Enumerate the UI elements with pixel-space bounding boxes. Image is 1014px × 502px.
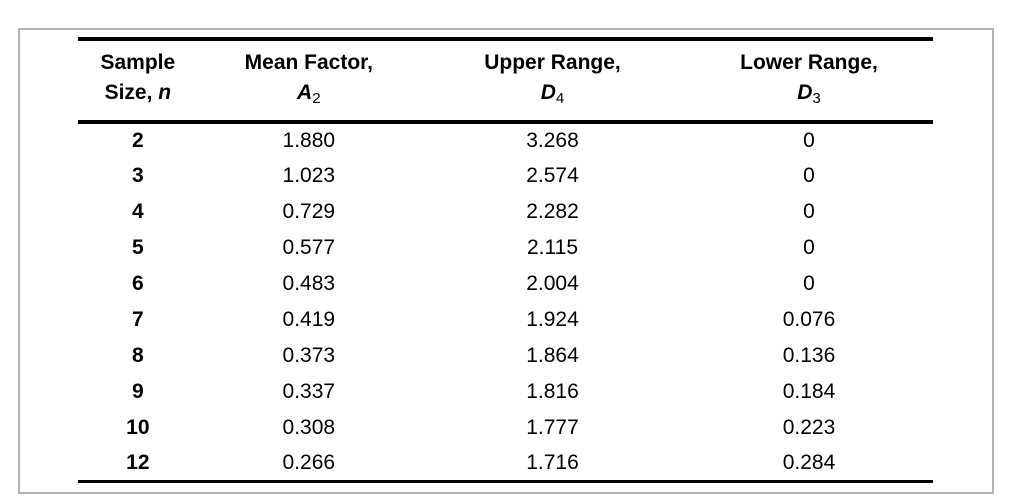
header-line2: A2 <box>297 81 321 107</box>
cell-lower-range: 0.076 <box>782 307 836 331</box>
cell-sample-size: 7 <box>132 307 144 331</box>
variable-d3: D <box>797 81 813 104</box>
col-header-sample-size: Sample Size, n <box>78 37 198 124</box>
table-row: 8 0.373 1.864 0.136 <box>78 338 933 374</box>
cell-mean-factor: 0.337 <box>282 379 336 403</box>
cell-sample-size: 12 <box>78 445 198 484</box>
col-header-mean-factor: Mean Factor, A2 <box>197 37 420 124</box>
cell-lower-range: 0 <box>803 235 815 259</box>
cell-mean-factor: 1.880 <box>282 128 336 152</box>
cell-mean-factor: 0.308 <box>282 415 336 439</box>
cell-lower-range: 0.184 <box>782 379 836 403</box>
cell-lower-range: 0 <box>803 128 815 152</box>
cell-upper-range: 3.268 <box>526 128 579 152</box>
cell-lower-range: 0.284 <box>685 445 933 484</box>
cell-upper-range: 2.115 <box>527 235 578 259</box>
cell-sample-size: 10 <box>126 415 150 439</box>
cell-mean-factor: 0.729 <box>282 199 336 223</box>
col-header-upper-range: Upper Range, D4 <box>419 37 686 124</box>
control-chart-factors-table: Sample Size, n Mean Factor, A2 Upper Ran… <box>78 37 933 484</box>
cell-sample-size: 6 <box>132 271 144 295</box>
cell-sample-size: 4 <box>132 199 144 223</box>
header-line1: Sample <box>100 51 176 74</box>
cell-upper-range: 1.777 <box>526 415 579 439</box>
table-row: 2 1.880 3.268 0 <box>78 122 933 158</box>
cell-sample-size: 5 <box>132 235 144 259</box>
table-row: 5 0.577 2.115 0 <box>78 230 933 266</box>
cell-upper-range: 1.716 <box>419 445 686 484</box>
cell-mean-factor: 1.023 <box>282 163 336 187</box>
cell-lower-range: 0 <box>803 199 815 223</box>
table-row: 4 0.729 2.282 0 <box>78 194 933 230</box>
table-frame: Sample Size, n Mean Factor, A2 Upper Ran… <box>18 28 994 494</box>
table-body: 2 1.880 3.268 0 3 1.023 2.574 0 4 0.729 … <box>78 122 933 484</box>
cell-lower-range: 0.223 <box>782 415 836 439</box>
header-line1: Lower Range, <box>740 51 878 74</box>
cell-upper-range: 1.924 <box>526 307 579 331</box>
table-row: 9 0.337 1.816 0.184 <box>78 374 933 410</box>
table-header: Sample Size, n Mean Factor, A2 Upper Ran… <box>78 37 933 124</box>
col-header-lower-range: Lower Range, D3 <box>685 37 933 124</box>
cell-upper-range: 1.864 <box>526 343 579 367</box>
table-row: 6 0.483 2.004 0 <box>78 266 933 302</box>
cell-lower-range: 0.136 <box>782 343 836 367</box>
table-row: 12 0.266 1.716 0.284 <box>78 445 933 484</box>
cell-mean-factor: 0.483 <box>282 271 336 295</box>
cell-sample-size: 3 <box>132 163 144 187</box>
header-line2: D4 <box>540 81 565 107</box>
header-line2: D3 <box>797 81 821 107</box>
table-row: 7 0.419 1.924 0.076 <box>78 302 933 338</box>
cell-mean-factor: 0.266 <box>197 445 420 484</box>
cell-mean-factor: 0.577 <box>282 235 336 259</box>
cell-lower-range: 0 <box>803 271 815 295</box>
header-row: Sample Size, n Mean Factor, A2 Upper Ran… <box>78 37 933 124</box>
table-row: 3 1.023 2.574 0 <box>78 158 933 194</box>
cell-upper-range: 2.282 <box>526 199 579 223</box>
cell-sample-size: 9 <box>132 379 144 403</box>
table-row: 10 0.308 1.777 0.223 <box>78 410 933 446</box>
variable-d4: D <box>540 81 556 104</box>
variable-a2: A <box>297 81 313 104</box>
cell-upper-range: 1.816 <box>526 379 579 403</box>
cell-upper-range: 2.574 <box>526 163 579 187</box>
cell-mean-factor: 0.373 <box>282 343 336 367</box>
header-line1: Mean Factor, <box>244 51 374 74</box>
cell-upper-range: 2.004 <box>526 271 579 295</box>
header-line2: Size, n <box>104 81 172 104</box>
cell-lower-range: 0 <box>803 163 815 187</box>
cell-mean-factor: 0.419 <box>282 307 336 331</box>
cell-sample-size: 8 <box>132 343 144 367</box>
header-line1: Upper Range, <box>484 51 621 74</box>
variable-n: n <box>158 81 172 104</box>
cell-sample-size: 2 <box>132 128 144 152</box>
